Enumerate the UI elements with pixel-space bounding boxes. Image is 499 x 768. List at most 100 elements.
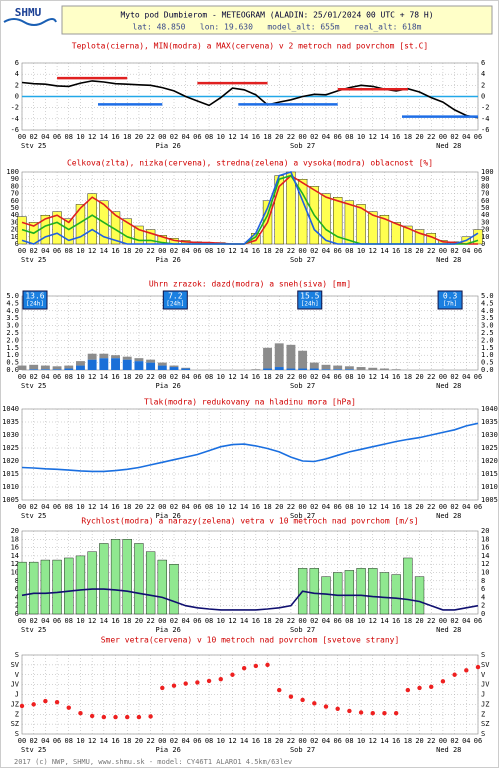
- x-tick-label: 12: [88, 737, 96, 745]
- y-tick-label: 16: [11, 544, 19, 552]
- x-tick-label: 06: [53, 133, 61, 141]
- day-label: Pia 26: [156, 746, 181, 754]
- y-tick-label-right: 16: [481, 544, 489, 552]
- x-tick-label: 02: [310, 617, 318, 625]
- point: [230, 672, 235, 677]
- x-tick-label: 22: [146, 247, 154, 255]
- point: [277, 687, 282, 693]
- x-tick-label: 12: [228, 133, 236, 141]
- point: [206, 678, 212, 684]
- x-tick-label: 12: [88, 503, 96, 511]
- y-tick-label: 6: [15, 585, 19, 593]
- x-tick-label: 04: [181, 133, 189, 141]
- point: [89, 713, 95, 719]
- x-tick-label: 06: [474, 247, 482, 255]
- y-tick-label: 100: [6, 168, 19, 176]
- bar: [169, 367, 179, 370]
- x-tick-label: 02: [310, 247, 318, 255]
- y-tick-label-right: 5.0: [481, 292, 494, 300]
- x-tick-label: 10: [76, 737, 84, 745]
- y-tick-label-right: 0.0: [481, 366, 494, 374]
- x-tick-label: 14: [100, 133, 108, 141]
- header-box: [61, 5, 493, 35]
- x-tick-label: 14: [100, 247, 108, 255]
- y-tick-label: 90: [11, 175, 19, 183]
- point: [464, 668, 469, 673]
- x-tick-label: 20: [275, 737, 283, 745]
- x-tick-label: 02: [310, 737, 318, 745]
- x-tick-label: 18: [263, 617, 271, 625]
- x-tick-label: 04: [462, 617, 470, 625]
- x-tick-label: 14: [240, 247, 248, 255]
- x-tick-label: 10: [357, 737, 365, 745]
- x-tick-label: 22: [287, 373, 295, 381]
- x-tick-label: 10: [357, 373, 365, 381]
- x-tick-label: 04: [41, 133, 49, 141]
- total-box: [162, 290, 188, 310]
- x-tick-label: 12: [369, 737, 377, 745]
- y-tick-label: 40: [11, 211, 19, 219]
- bar: [122, 359, 132, 370]
- y-tick-label-right: JV: [481, 681, 490, 689]
- x-tick-label: 08: [345, 503, 353, 511]
- x-tick-label: 14: [240, 737, 248, 745]
- x-tick-label: 12: [369, 617, 377, 625]
- point: [171, 683, 177, 688]
- y-tick-label-right: 6: [481, 59, 485, 67]
- bar: [75, 204, 86, 245]
- y-tick-label-right: 3.0: [481, 322, 494, 330]
- bar: [29, 364, 39, 370]
- x-tick-label: 16: [252, 503, 260, 511]
- bar: [391, 369, 401, 370]
- x-tick-label: 02: [450, 737, 458, 745]
- x-tick-label: 00: [439, 133, 447, 141]
- chart-title: Tlak(modra) redukovany na hladinu mora […: [144, 398, 356, 407]
- bar: [379, 572, 390, 615]
- total-period: [24h]: [301, 301, 319, 308]
- y-tick-label: 1.0: [6, 351, 19, 359]
- x-tick-label: 12: [88, 133, 96, 141]
- day-label: Ned 28: [436, 512, 461, 520]
- x-tick-label: 14: [380, 373, 388, 381]
- x-tick-label: 06: [333, 373, 341, 381]
- point: [31, 702, 36, 707]
- x-tick-label: 04: [181, 737, 189, 745]
- bar: [134, 543, 144, 615]
- x-tick-label: 16: [252, 247, 260, 255]
- x-tick-label: 04: [322, 503, 330, 511]
- x-tick-label: 06: [53, 503, 61, 511]
- point: [440, 679, 446, 684]
- bar: [134, 361, 144, 370]
- y-tick-label-right: 1020: [481, 457, 498, 465]
- point: [312, 701, 317, 706]
- point: [78, 710, 83, 716]
- x-tick-label: 18: [123, 133, 131, 141]
- bar: [122, 539, 132, 615]
- y-tick-label-right: 1040: [481, 405, 498, 413]
- x-tick-label: 22: [287, 737, 295, 745]
- x-tick-label: 10: [76, 617, 84, 625]
- x-tick-label: 14: [380, 247, 388, 255]
- x-tick-label: 10: [357, 133, 365, 141]
- point: [358, 710, 364, 715]
- x-tick-label: 02: [170, 737, 178, 745]
- plot-area: [21, 408, 479, 501]
- bar: [64, 218, 74, 245]
- bar: [52, 559, 62, 615]
- x-tick-label: 22: [427, 373, 435, 381]
- y-tick-label-right: 60: [481, 197, 489, 205]
- y-tick-label-right: J: [481, 691, 485, 699]
- x-tick-label: 08: [65, 373, 73, 381]
- x-tick-label: 04: [41, 247, 49, 255]
- y-tick-label: 1020: [2, 457, 19, 465]
- point: [218, 676, 223, 682]
- y-tick-label-right: 100: [481, 168, 494, 176]
- bar: [64, 368, 74, 370]
- point: [288, 694, 294, 699]
- x-tick-label: 08: [65, 737, 73, 745]
- point: [265, 662, 270, 668]
- y-tick-label-right: 4: [481, 70, 485, 78]
- x-tick-label: 08: [205, 373, 213, 381]
- bar: [87, 551, 97, 615]
- header-info: lat: 48.850 lon: 19.630 model_alt: 655m …: [133, 23, 422, 32]
